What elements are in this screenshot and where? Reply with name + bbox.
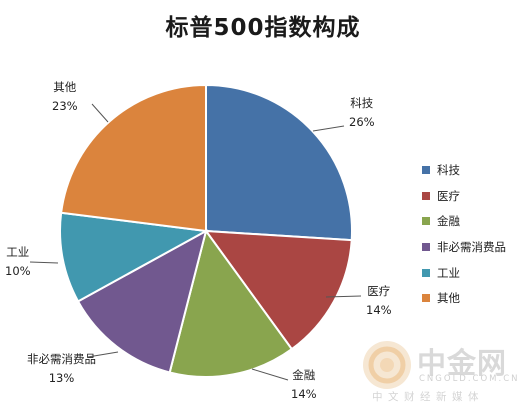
legend-label: 科技 [437,162,460,177]
slice-value: 26% [349,115,375,129]
leader-line-healthcare [325,295,362,298]
slice-label-finance: 金融 14% [291,366,317,404]
pie-slice-industrials [58,211,210,303]
slice-value: 14% [366,303,392,317]
watermark-domain: CNGOLD.COM.CN [419,374,520,384]
leader-lines [29,103,362,381]
slice-category: 金融 [292,368,316,382]
slice-value: 13% [48,371,75,385]
leader-line-finance [251,368,289,381]
cngold-logo-icon [363,341,411,389]
pie-slice-healthcare [203,229,353,351]
legend-item-finance: 金融 [422,208,506,234]
legend-item-healthcare: 医疗 [422,183,506,209]
pie-slice-consumer-discretionary [76,229,208,374]
slice-label-tech: 科技 26% [349,94,375,132]
slice-value: 10% [5,264,31,278]
slice-value: 23% [52,99,78,113]
slice-label-healthcare: 医疗 14% [366,282,392,320]
legend: 科技 医疗 金融 非必需消费品 工业 其他 [422,157,506,311]
legend-item-consumer-discretionary: 非必需消费品 [422,234,506,260]
legend-swatch [422,242,430,251]
leader-line-other [91,103,109,123]
legend-item-other: 其他 [422,285,506,311]
legend-swatch [422,268,430,277]
slice-category: 科技 [350,96,374,110]
legend-label: 非必需消费品 [437,239,506,254]
watermark-tagline: 中文财经新媒体 [372,391,484,403]
chart-title: 标普500指数构成 [165,15,361,41]
watermark-name: 中金网 [417,346,508,380]
legend-item-industrials: 工业 [422,260,506,286]
slice-label-industrials: 工业 10% [5,243,31,281]
pie-slice-tech [205,83,353,242]
legend-swatch [422,165,430,174]
slice-category: 其他 [53,80,77,94]
legend-label: 医疗 [437,188,460,203]
leader-line-industrials [29,261,59,264]
pie-slice-other [60,83,207,233]
pie-slice-finance [168,228,294,378]
legend-label: 工业 [437,265,460,280]
legend-swatch [422,191,430,200]
slice-category: 工业 [6,245,30,259]
slice-value: 14% [291,387,317,401]
pie-slices [58,83,353,378]
legend-item-tech: 科技 [422,157,506,183]
slice-label-other: 其他 23% [52,78,78,116]
slice-label-consumer-discretionary: 非必需消费品 13% [27,350,96,388]
legend-label: 其他 [437,291,460,306]
slice-category: 非必需消费品 [27,352,96,366]
legend-swatch [422,294,430,303]
slice-category: 医疗 [367,284,391,298]
legend-label: 金融 [437,214,460,229]
leader-line-tech [312,125,345,132]
leader-line-consumer-discretionary [87,351,119,358]
legend-swatch [422,217,430,226]
